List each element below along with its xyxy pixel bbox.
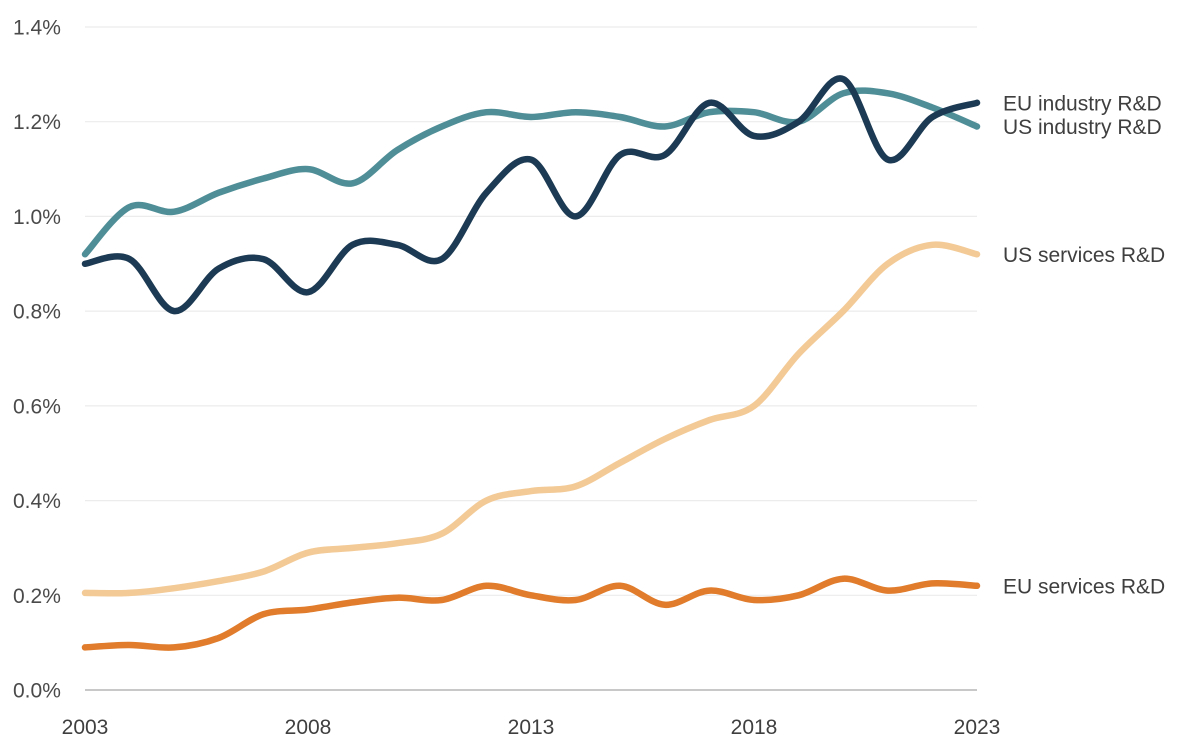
y-tick-label: 0.4% <box>13 490 61 513</box>
y-tick-label: 1.4% <box>13 17 61 40</box>
y-tick-label: 0.2% <box>13 585 61 608</box>
x-tick-label: 2013 <box>508 716 555 739</box>
series-line-eu-industry-rd <box>81 75 981 315</box>
series-line-eu-services-rd <box>81 575 981 651</box>
y-tick-label: 0.0% <box>13 680 61 703</box>
series-label-us-services-rd: US services R&D <box>1003 244 1165 267</box>
y-axis-labels: 0.0% 0.2% 0.4% 0.6% 0.8% 1.0% 1.2% 1.4% <box>13 17 61 703</box>
y-tick-label: 1.0% <box>13 206 61 229</box>
series-labels: US industry R&D US services R&D EU service… <box>1003 92 1165 598</box>
x-tick-label: 2023 <box>954 716 1001 739</box>
x-tick-label: 2003 <box>62 716 109 739</box>
y-tick-label: 0.8% <box>13 301 61 324</box>
y-tick-label: 1.2% <box>13 111 61 134</box>
series-label-eu-services-rd: EU services R&D <box>1003 575 1165 598</box>
x-tick-label: 2018 <box>731 716 778 739</box>
series-lines <box>81 75 981 651</box>
gridlines <box>85 26 977 596</box>
series-line-us-industry-rd <box>81 87 981 258</box>
series-label-us-industry-rd: US industry R&D <box>1003 116 1162 139</box>
y-tick-label: 0.6% <box>13 395 61 418</box>
series-line-us-services-rd <box>81 241 981 597</box>
x-tick-label: 2008 <box>285 716 332 739</box>
series-label-eu-industry-rd: EU industry R&D <box>1003 92 1162 115</box>
x-axis-labels: 2003 2008 2013 2018 2023 <box>62 716 1001 739</box>
